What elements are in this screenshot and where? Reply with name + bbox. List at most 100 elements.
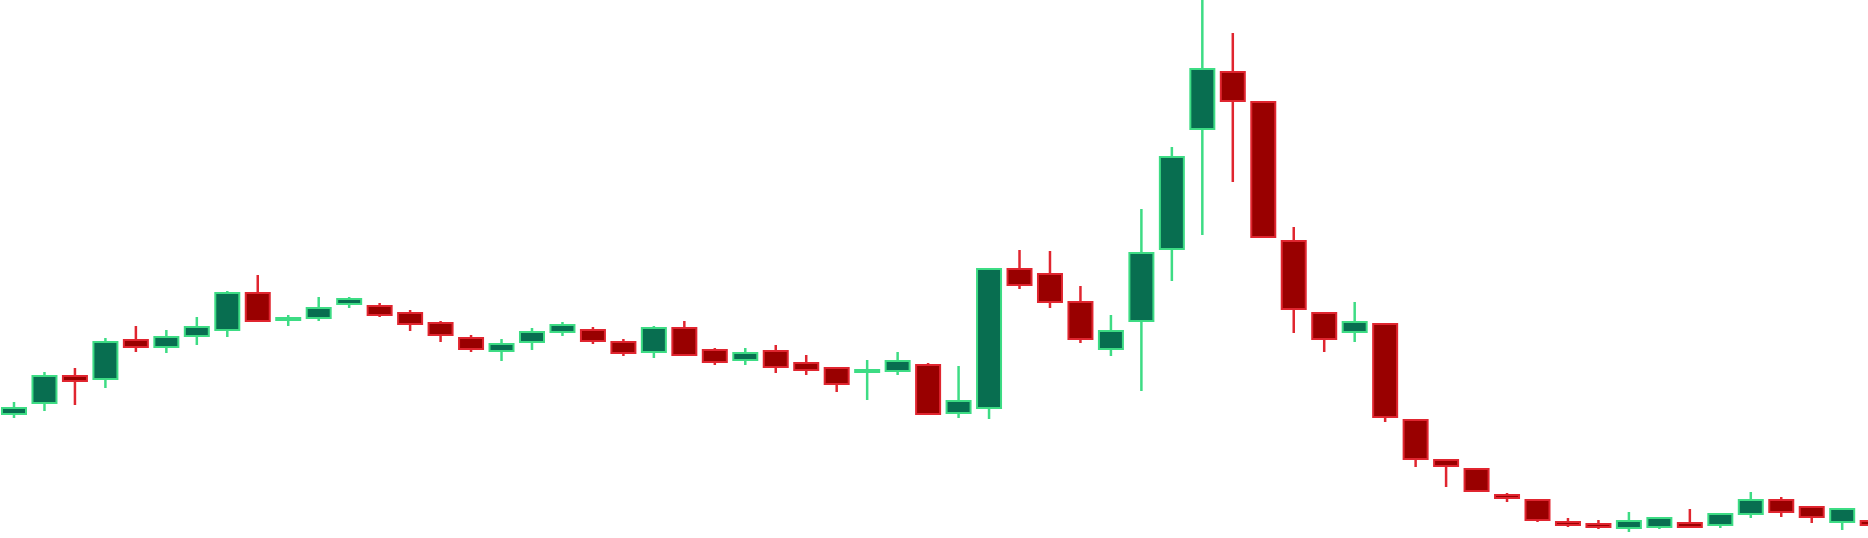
candle-48 xyxy=(1433,459,1460,487)
candle-55 xyxy=(1646,517,1673,529)
candle-29 xyxy=(854,360,881,400)
candle-23 xyxy=(671,321,698,356)
candle-body-down xyxy=(1768,499,1795,513)
candle-body-down xyxy=(1585,523,1612,528)
candle-body-down xyxy=(1280,240,1307,310)
candle-body-up xyxy=(1615,520,1642,529)
candle-54 xyxy=(1615,512,1642,532)
candle-body-down xyxy=(1067,301,1094,340)
candle-body-up xyxy=(275,317,302,321)
candle-40 xyxy=(1189,0,1216,235)
candle-26 xyxy=(762,345,789,373)
candle-52 xyxy=(1554,518,1581,527)
candle-body-up xyxy=(549,324,576,333)
candle-body-up xyxy=(1737,499,1764,515)
candle-7 xyxy=(183,317,210,345)
candle-body-up xyxy=(945,400,972,414)
candle-body-down xyxy=(1219,71,1246,102)
candle-38 xyxy=(1128,209,1155,391)
candle-body-down xyxy=(61,375,88,382)
candle-body-down xyxy=(1311,312,1338,340)
candle-15 xyxy=(427,321,454,342)
candle-body-up xyxy=(854,369,881,373)
candle-28 xyxy=(823,367,850,392)
candle-17 xyxy=(488,339,515,361)
candle-body-up xyxy=(1707,513,1734,526)
candle-42 xyxy=(1250,101,1277,238)
candle-body-down xyxy=(762,350,789,368)
candle-body-down xyxy=(915,364,942,415)
candle-36 xyxy=(1067,286,1094,343)
candle-body-down xyxy=(1798,506,1825,518)
candle-21 xyxy=(610,339,637,356)
candle-14 xyxy=(397,310,424,331)
candle-35 xyxy=(1036,251,1063,308)
candle-19 xyxy=(549,322,576,336)
candle-22 xyxy=(640,326,667,358)
candle-body-up xyxy=(183,326,210,337)
candle-body-down xyxy=(1036,273,1063,303)
candle-18 xyxy=(518,328,545,350)
candle-body-up xyxy=(488,343,515,352)
candle-body-up xyxy=(1097,330,1124,350)
candle-60 xyxy=(1798,506,1825,523)
candle-body-down xyxy=(366,305,393,316)
candle-37 xyxy=(1097,315,1124,356)
candle-30 xyxy=(884,352,911,375)
candle-body-down xyxy=(427,322,454,336)
candle-31 xyxy=(915,363,942,415)
candle-body-down xyxy=(1433,459,1460,467)
candle-body-down xyxy=(1250,101,1277,238)
candle-34 xyxy=(1006,250,1033,289)
candle-body-down xyxy=(1006,268,1033,286)
candle-46 xyxy=(1372,323,1399,422)
candle-49 xyxy=(1463,468,1490,492)
candle-body-down xyxy=(1524,499,1551,521)
candle-body-up xyxy=(1158,156,1185,250)
candle-50 xyxy=(1494,493,1521,502)
candle-59 xyxy=(1768,497,1795,517)
candle-58 xyxy=(1737,492,1764,518)
candle-2 xyxy=(31,372,58,411)
candle-body-down xyxy=(1859,520,1868,526)
candle-body-up xyxy=(640,327,667,353)
candle-body-down xyxy=(122,339,149,348)
candle-body-up xyxy=(1646,517,1673,528)
candle-body-down xyxy=(1494,494,1521,499)
candle-body-down xyxy=(244,292,271,322)
candle-57 xyxy=(1707,513,1734,528)
candle-body-down xyxy=(1372,323,1399,418)
candle-body-down xyxy=(671,327,698,356)
candle-13 xyxy=(366,303,393,317)
candle-body-up xyxy=(31,375,58,404)
candle-body-up xyxy=(1341,321,1368,333)
candle-1 xyxy=(1,402,27,418)
candle-body-down xyxy=(1402,419,1429,460)
candle-47 xyxy=(1402,419,1429,467)
candle-20 xyxy=(579,327,606,344)
candle-body-up xyxy=(1829,508,1856,523)
candle-39 xyxy=(1158,147,1185,281)
candle-body-up xyxy=(153,336,180,348)
candle-body-up xyxy=(732,352,759,361)
candle-body-up xyxy=(884,360,911,372)
candle-body-down xyxy=(397,312,424,325)
candle-body-up xyxy=(92,341,119,380)
candle-25 xyxy=(732,348,759,365)
candle-body-down xyxy=(1463,468,1490,492)
candle-41 xyxy=(1219,33,1246,182)
candle-body-down xyxy=(458,337,485,350)
candle-body-up xyxy=(1128,252,1155,322)
candle-43 xyxy=(1280,227,1307,333)
candle-body-down xyxy=(793,362,820,371)
candle-56 xyxy=(1676,509,1703,528)
candle-44 xyxy=(1311,312,1338,352)
candle-33 xyxy=(976,268,1003,419)
candle-62 xyxy=(1859,520,1868,526)
candle-body-down xyxy=(1676,522,1703,528)
candle-body-up xyxy=(518,331,545,343)
candle-3 xyxy=(61,368,88,405)
candle-10 xyxy=(275,315,302,326)
candle-body-down xyxy=(579,329,606,342)
